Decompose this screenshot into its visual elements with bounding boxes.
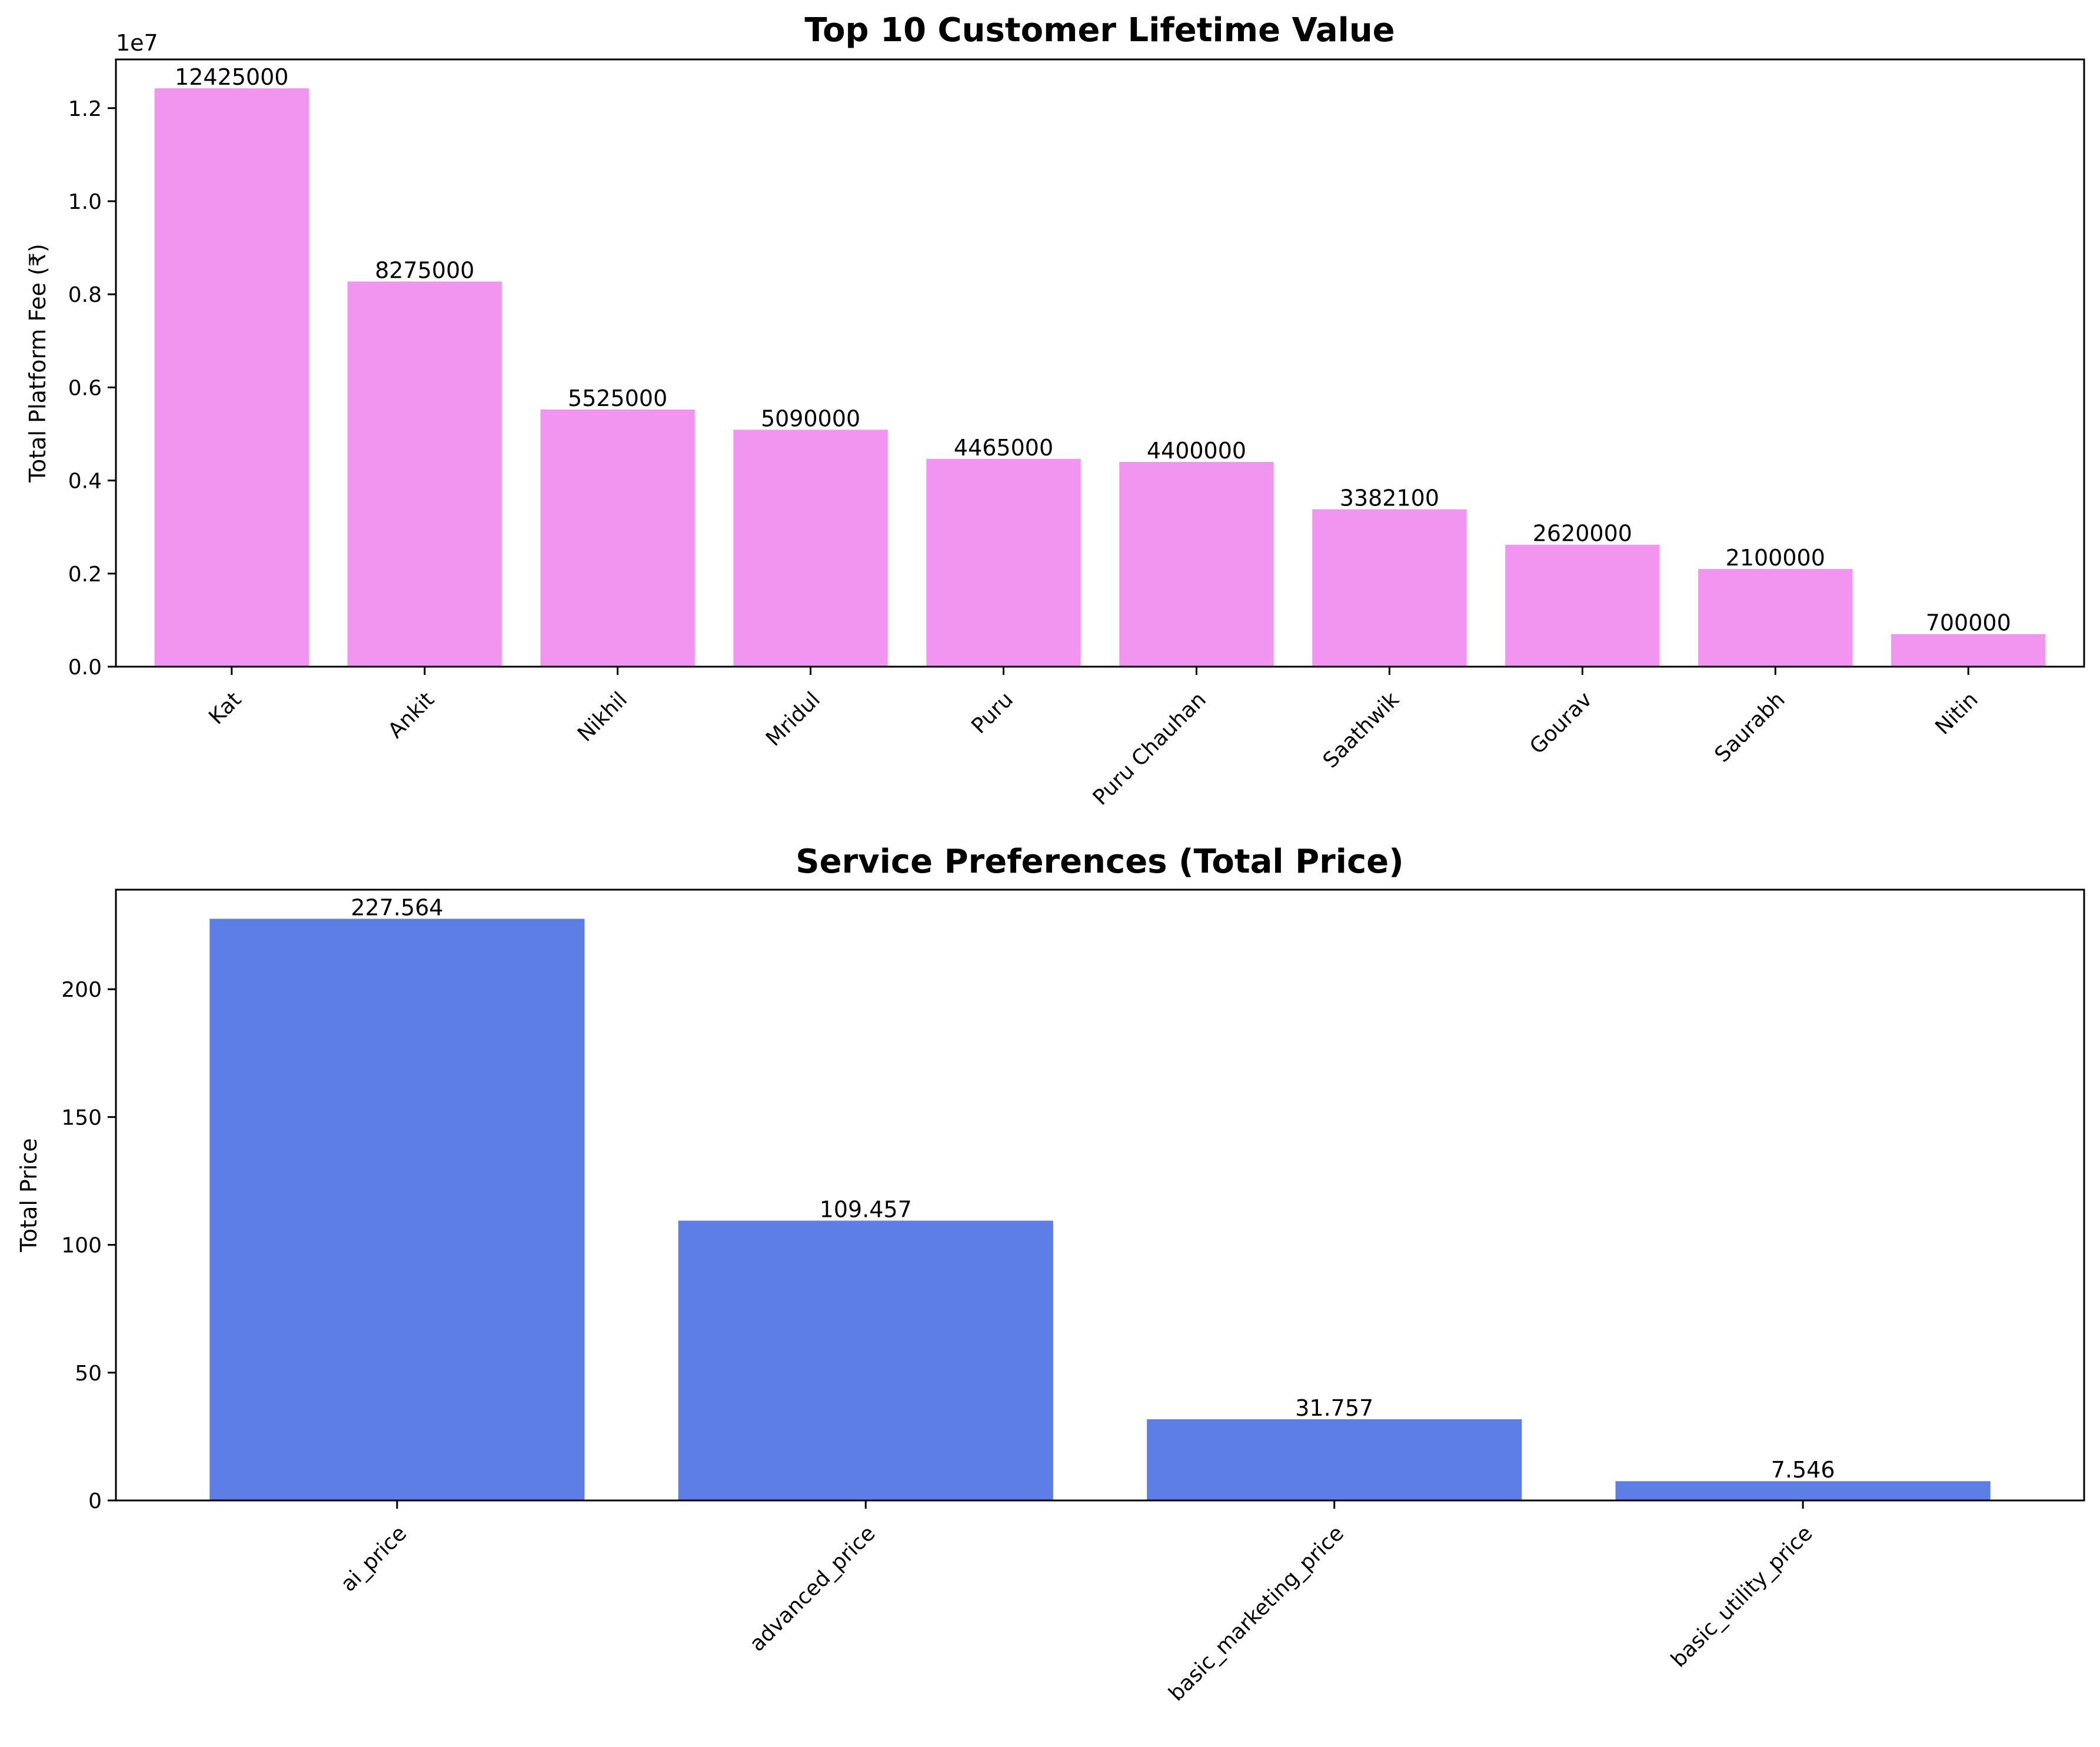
y-axis-offset-text: 1e7	[116, 30, 158, 56]
y-tick-label-1: 50	[75, 1362, 102, 1386]
y-axis-ticks: 0 50 100 150 200	[61, 978, 116, 1513]
y-tick-label-0: 0	[88, 1489, 102, 1513]
value-label-6: 3382100	[1340, 485, 1439, 511]
y-tick-label-4: 0.8	[68, 283, 102, 307]
value-label-4: 4465000	[954, 435, 1053, 461]
value-label-2: 5525000	[568, 385, 667, 411]
y-tick-label-1: 0.2	[68, 563, 102, 587]
chart-title: Top 10 Customer Lifetime Value	[804, 11, 1395, 49]
bar-5	[1119, 461, 1274, 667]
value-label-0: 12425000	[175, 64, 288, 90]
bar-6	[1312, 509, 1467, 667]
y-axis-label: Total Platform Fee (₹)	[25, 244, 51, 483]
bar-8	[1698, 568, 1853, 667]
value-label-2: 31.757	[1295, 1395, 1373, 1421]
chart-title: Service Preferences (Total Price)	[796, 843, 1403, 881]
bar-7	[1505, 544, 1660, 667]
bar-1	[678, 1220, 1053, 1500]
value-labels: 12425000 8275000 5525000 5090000 4465000 4400…	[175, 64, 2011, 635]
bar-2	[540, 409, 695, 667]
bar-3	[733, 430, 888, 667]
y-tick-label-2: 0.4	[68, 470, 102, 494]
value-label-1: 109.457	[820, 1196, 912, 1222]
value-label-3: 5090000	[761, 405, 860, 431]
value-label-9: 700000	[1926, 610, 2011, 636]
bar-2	[1147, 1419, 1522, 1500]
value-label-8: 2100000	[1726, 545, 1825, 571]
value-label-0: 227.564	[351, 894, 443, 920]
top-customers-chart: Top 10 Customer Lifetime Value Total Pla…	[25, 11, 2085, 810]
value-label-1: 8275000	[375, 257, 474, 283]
value-labels: 227.564 109.457 31.757 7.546	[351, 894, 1835, 1483]
y-axis-ticks: 0.0 0.2 0.4 0.6 0.8 1.0 1.2	[68, 97, 116, 680]
plot-frame	[115, 889, 2085, 1502]
value-label-7: 2620000	[1533, 521, 1632, 547]
y-tick-label-6: 1.2	[68, 97, 102, 121]
plot-frame	[115, 58, 2085, 668]
y-axis-label: Total Price	[16, 1138, 42, 1253]
y-tick-label-4: 200	[61, 978, 102, 1002]
y-tick-label-0: 0.0	[68, 655, 102, 680]
value-label-5: 4400000	[1147, 438, 1246, 464]
y-tick-label-5: 1.0	[68, 190, 102, 214]
bar-1	[347, 281, 502, 667]
bar-0	[154, 88, 309, 667]
bars	[154, 88, 2046, 667]
y-tick-label-3: 0.6	[68, 376, 102, 400]
bars	[209, 919, 1991, 1500]
value-label-3: 7.546	[1771, 1457, 1835, 1483]
bar-0	[209, 919, 585, 1500]
bar-3	[1615, 1481, 1991, 1500]
y-tick-label-3: 150	[61, 1106, 102, 1130]
bar-9	[1891, 634, 2046, 667]
y-tick-label-2: 100	[61, 1234, 102, 1258]
bar-4	[926, 458, 1081, 667]
